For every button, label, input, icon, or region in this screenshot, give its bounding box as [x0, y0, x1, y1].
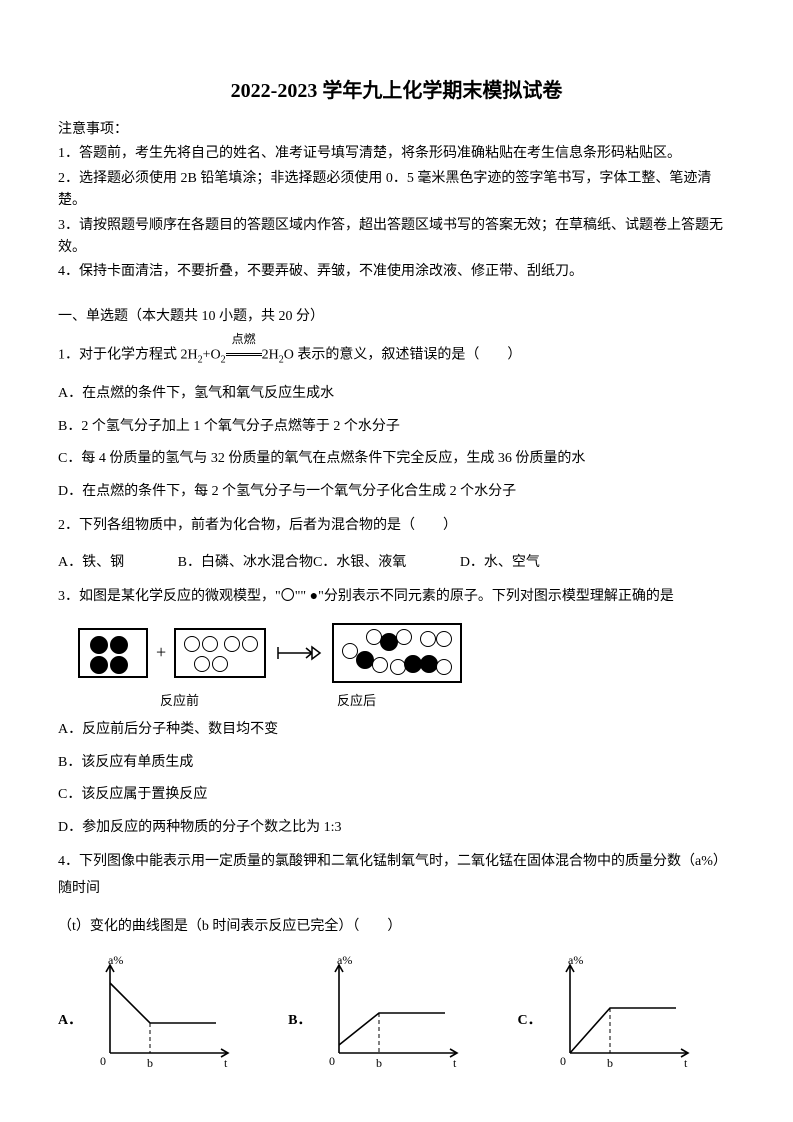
q1-option-b: B．2 个氢气分子加上 1 个氧气分子点燃等于 2 个水分子	[58, 416, 735, 438]
q1-option-d: D．在点燃的条件下，每 2 个氢气分子与一个氧气分子化合生成 2 个水分子	[58, 481, 735, 503]
q3-diagram: +	[78, 623, 735, 683]
chart-c-wrap: C． a% 0 b t	[517, 953, 697, 1073]
q4-charts: A． a% 0 b t B． a% 0 b t C．	[58, 953, 735, 1073]
reaction-condition: 点燃	[226, 342, 262, 369]
notice-item: 3．请按照题号顺序在各题目的答题区域内作答，超出答题区域书写的答案无效；在草稿纸…	[58, 215, 735, 260]
q2-options: A．铁、钢 B．白磷、冰水混合物C．水银、液氧 D．水、空气	[58, 552, 735, 574]
notice-header: 注意事项：	[58, 119, 735, 141]
chart-c: a% 0 b t	[548, 953, 698, 1073]
atom-white	[436, 659, 452, 675]
notice-item: 1．答题前，考生先将自己的姓名、准考证号填写清楚，将条形码准确粘贴在考生信息条形…	[58, 143, 735, 165]
chart-a: a% 0 b t	[88, 953, 238, 1073]
atom-white	[212, 656, 228, 672]
svg-text:t: t	[453, 1056, 457, 1070]
svg-text:0: 0	[100, 1054, 106, 1068]
svg-text:b: b	[607, 1056, 613, 1070]
svg-text:t: t	[224, 1056, 228, 1070]
q3-label-after: 反应后	[337, 691, 376, 712]
condition-text: 点燃	[226, 328, 262, 351]
svg-text:a%: a%	[568, 953, 583, 967]
atom-white	[184, 636, 200, 652]
q3-option-c: C．该反应属于置换反应	[58, 784, 735, 806]
notice-item: 4．保持卡面清洁，不要折叠，不要弄破、弄皱，不准使用涂改液、修正带、刮纸刀。	[58, 261, 735, 283]
chart-a-label: A．	[58, 1010, 82, 1032]
chart-a-wrap: A． a% 0 b t	[58, 953, 238, 1073]
chart-b-label: B．	[288, 1010, 311, 1032]
atom-white	[436, 631, 452, 647]
q2-option-c: C．水银、液氧	[313, 552, 406, 574]
q3-option-d: D．参加反应的两种物质的分子个数之比为 1:3	[58, 817, 735, 839]
q3-box2	[174, 628, 266, 678]
q1-option-a: A．在点燃的条件下，氢气和氧气反应生成水	[58, 383, 735, 405]
q1-text: O 表示的意义，叙述错误的是（ ）	[284, 348, 522, 363]
q2-stem: 2．下列各组物质中，前者为化合物，后者为混合物的是（ ）	[58, 513, 735, 540]
section-header: 一、单选题（本大题共 10 小题，共 20 分）	[58, 306, 735, 328]
q4-stem2: （t）变化的曲线图是（b 时间表示反应已完全）（ ）	[58, 914, 735, 941]
q3-option-a: A．反应前后分子种类、数目均不变	[58, 719, 735, 741]
atom-white	[224, 636, 240, 652]
q2-option-a: A．铁、钢	[58, 552, 124, 574]
svg-text:a%: a%	[337, 953, 352, 967]
q1-stem: 1．对于化学方程式 2H2+O2点燃2H2O 表示的意义，叙述错误的是（ ）	[58, 342, 735, 369]
q1-text: 2H	[262, 348, 279, 363]
atom-white	[396, 629, 412, 645]
svg-text:b: b	[376, 1056, 382, 1070]
question-1: 1．对于化学方程式 2H2+O2点燃2H2O 表示的意义，叙述错误的是（ ）	[58, 342, 735, 369]
chart-c-label: C．	[517, 1010, 541, 1032]
q2-option-d: D．水、空气	[460, 552, 540, 574]
notice-item: 2．选择题必须使用 2B 铅笔填涂；非选择题必须使用 0．5 毫米黑色字迹的签字…	[58, 168, 735, 213]
svg-text:t: t	[684, 1056, 688, 1070]
atom-black	[90, 636, 108, 654]
atom-white	[372, 657, 388, 673]
arrow-icon	[276, 641, 322, 665]
atom-black	[110, 656, 128, 674]
q3-label-before: 反应前	[160, 691, 199, 712]
atom-black	[110, 636, 128, 654]
chart-b-wrap: B． a% 0 b t	[288, 953, 467, 1073]
q1-text: +O	[203, 348, 221, 363]
svg-text:b: b	[147, 1056, 153, 1070]
q1-text: 1．对于化学方程式 2H	[58, 348, 198, 363]
page-title: 2022-2023 学年九上化学期末模拟试卷	[58, 75, 735, 107]
q4-stem: 4．下列图像中能表示用一定质量的氯酸钾和二氧化锰制氧气时，二氧化锰在固体混合物中…	[58, 849, 735, 902]
q3-box3	[332, 623, 462, 683]
q3-labels: 反应前 反应后	[78, 691, 735, 712]
q2-option-b: B．白磷、冰水混合物	[178, 552, 313, 574]
svg-text:0: 0	[560, 1054, 566, 1068]
atom-white	[194, 656, 210, 672]
svg-text:0: 0	[329, 1054, 335, 1068]
svg-text:a%: a%	[108, 953, 123, 967]
q3-box1	[78, 628, 148, 678]
q1-option-c: C．每 4 份质量的氢气与 32 份质量的氧气在点燃条件下完全反应，生成 36 …	[58, 448, 735, 470]
atom-white	[242, 636, 258, 652]
atom-white	[420, 631, 436, 647]
atom-black	[90, 656, 108, 674]
plus-sign: +	[156, 638, 166, 667]
q3-stem: 3．如图是某化学反应的微观模型，"〇"" ●"分别表示不同元素的原子。下列对图示…	[58, 584, 735, 611]
q3-option-b: B．该反应有单质生成	[58, 752, 735, 774]
atom-white	[202, 636, 218, 652]
chart-b: a% 0 b t	[317, 953, 467, 1073]
